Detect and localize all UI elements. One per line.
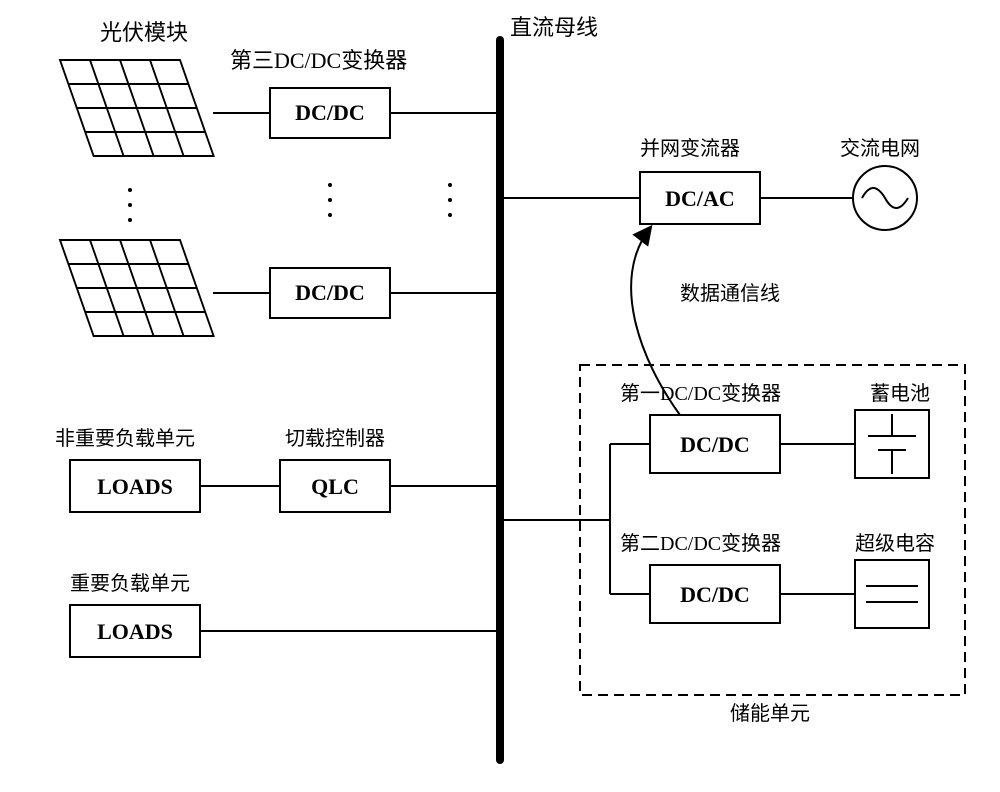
qlc-box-text: QLC xyxy=(311,474,359,499)
bus-label: 直流母线 xyxy=(510,15,598,40)
loads-box-2-text: LOADS xyxy=(97,619,173,644)
supercap-label: 超级电容 xyxy=(855,532,935,555)
ac-grid-label: 交流电网 xyxy=(840,137,920,160)
first-dcdc-box: DC/DC xyxy=(650,415,780,473)
pv-panel-1 xyxy=(60,60,214,156)
load-shed-label: 切载控制器 xyxy=(285,427,385,450)
loads-box-2: LOADS xyxy=(70,605,200,657)
pv-module-label: 光伏模块 xyxy=(100,20,188,45)
ellipsis-pv xyxy=(128,188,132,222)
pv-panel-2 xyxy=(60,240,214,336)
ellipsis-dcdc xyxy=(328,183,332,217)
dcdc-box-2: DC/DC xyxy=(270,268,390,318)
second-dcdc-box-text: DC/DC xyxy=(680,582,750,607)
battery-icon xyxy=(855,410,929,478)
qlc-box: QLC xyxy=(280,460,390,512)
dcdc-box-1-text: DC/DC xyxy=(295,100,365,125)
ellipsis-bus xyxy=(448,183,452,217)
dcdc-box-2-text: DC/DC xyxy=(295,280,365,305)
ac-grid-icon xyxy=(853,166,917,230)
first-dcdc-box-text: DC/DC xyxy=(680,432,750,457)
first-dcdc-label: 第一DC/DC变换器 xyxy=(620,382,781,405)
dcac-box: DC/AC xyxy=(640,172,760,224)
third-dcdc-label: 第三DC/DC变换器 xyxy=(230,48,407,73)
battery-label: 蓄电池 xyxy=(870,382,930,405)
loads-box-1: LOADS xyxy=(70,460,200,512)
system-diagram: 直流母线 光伏模块 第三DC/DC变换器 DC/DC xyxy=(0,0,1000,792)
storage-unit-label: 储能单元 xyxy=(730,702,810,725)
dcac-box-text: DC/AC xyxy=(665,186,735,211)
non-critical-label: 非重要负载单元 xyxy=(55,427,195,450)
second-dcdc-label: 第二DC/DC变换器 xyxy=(620,532,781,555)
dcdc-box-1: DC/DC xyxy=(270,88,390,138)
second-dcdc-box: DC/DC xyxy=(650,565,780,623)
supercap-icon xyxy=(855,560,929,628)
comm-line-label: 数据通信线 xyxy=(680,282,780,305)
grid-inverter-label: 并网变流器 xyxy=(640,137,740,160)
critical-label: 重要负载单元 xyxy=(70,572,190,595)
loads-box-1-text: LOADS xyxy=(97,474,173,499)
